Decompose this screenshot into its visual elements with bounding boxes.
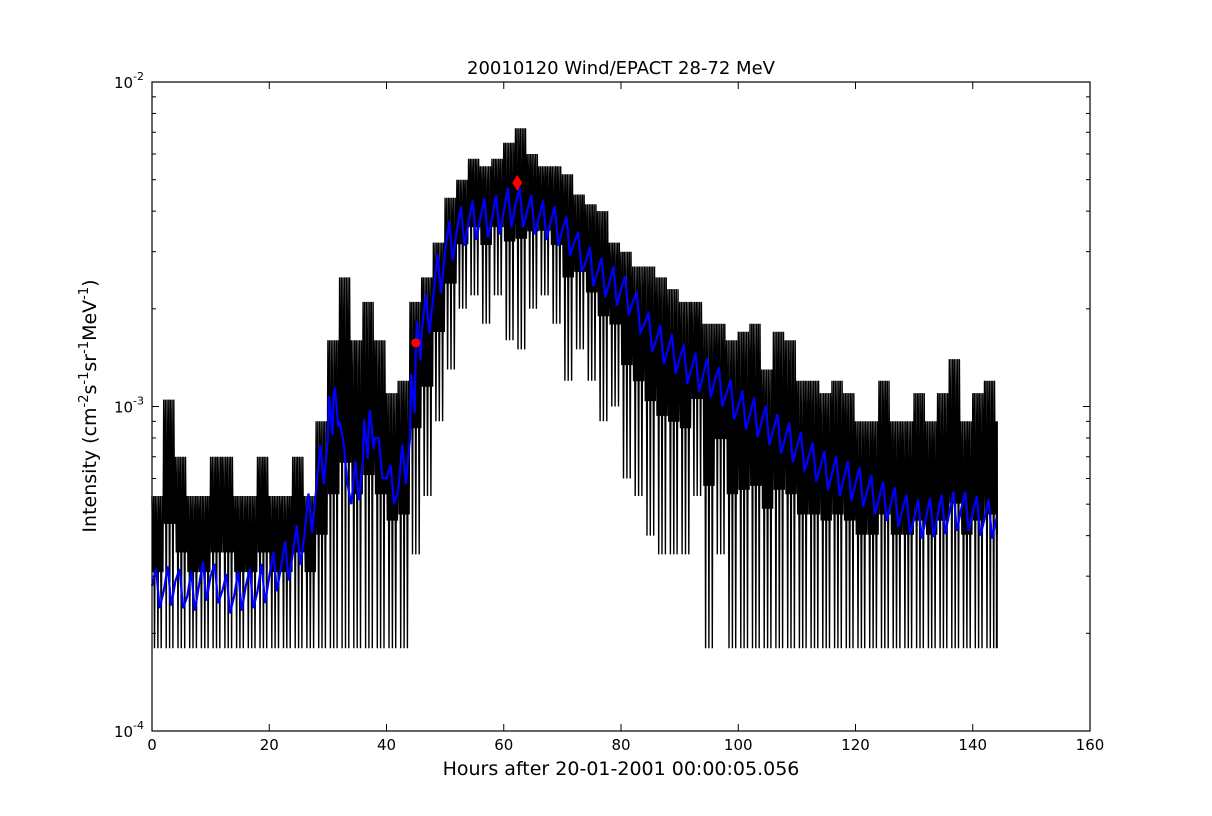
y-tick-label: 10-2 <box>114 70 144 92</box>
x-tick-label: 60 <box>494 736 513 754</box>
y-tick-label: 10-4 <box>114 719 144 741</box>
smoothed-series-line <box>150 187 998 614</box>
x-tick-label: 40 <box>377 736 396 754</box>
x-tick-label: 20 <box>260 736 279 754</box>
x-tick-label: 120 <box>841 736 870 754</box>
x-tick-label: 160 <box>1076 736 1105 754</box>
plot-area <box>150 128 998 649</box>
raw-series-line <box>151 128 998 649</box>
x-axis-label: Hours after 20-01-2001 00:00:05.056 <box>443 758 800 780</box>
x-tick-label: 140 <box>958 736 987 754</box>
peak-marker <box>512 174 523 191</box>
y-axis-label: Intensity (cm-2s-1sr-1MeV-1) <box>77 279 101 532</box>
y-axis-label-main: Intensity (cm <box>79 407 101 532</box>
x-tick-label: 0 <box>147 736 157 754</box>
ticks: 0 20 40 60 80 100 120 140 160 10-4 10-3 10-2 <box>114 70 1104 754</box>
chart-title: 20010120 Wind/EPACT 28-72 MeV <box>467 58 776 79</box>
onset-marker <box>411 338 421 348</box>
x-tick-label: 80 <box>611 736 630 754</box>
x-tick-label: 100 <box>724 736 753 754</box>
y-tick-label: 10-3 <box>114 395 144 417</box>
